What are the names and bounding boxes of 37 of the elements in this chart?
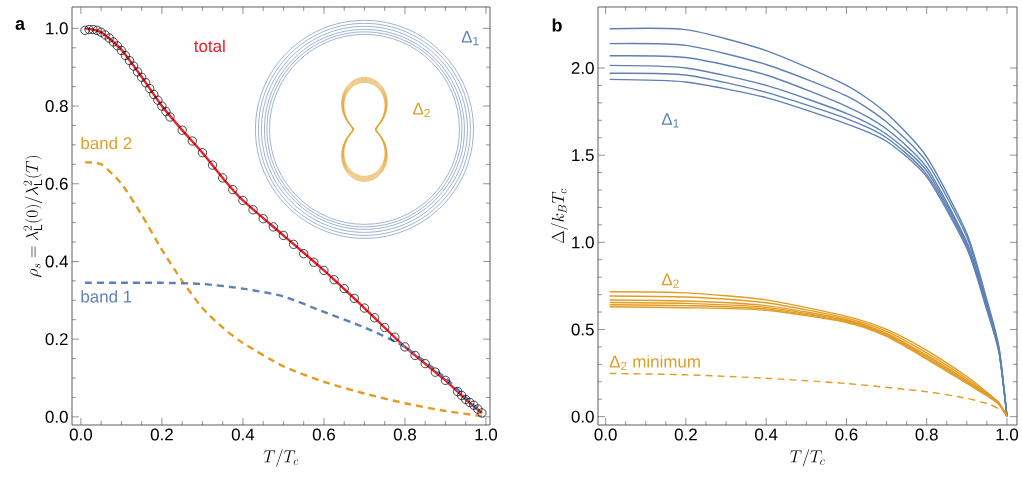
y-tick-label: 0.5 [571, 323, 594, 336]
y-tick-label: 0.4 [45, 255, 68, 268]
text: b [552, 18, 562, 32]
x-axis-title: $T/T_c$ [263, 449, 299, 467]
text: a [15, 20, 26, 30]
y-tick-label: 0.0 [571, 410, 594, 423]
annotation: Δ$_{2}$ [413, 102, 430, 118]
x-tick-label: 1.0 [996, 428, 1019, 441]
y-tick-label: 0.8 [45, 100, 68, 113]
x-tick-label: 0.4 [231, 428, 255, 441]
y-tick-label: 0.0 [45, 410, 68, 423]
y-tick-label: 1.5 [572, 149, 594, 162]
y-tick-label: 1.0 [572, 236, 594, 249]
y-tick-label: 0.6 [45, 177, 68, 190]
x-tick-label: 0.8 [915, 428, 938, 441]
series-label: Δ$_{2}$ minimum [609, 355, 700, 371]
series-label: band 1 [81, 290, 132, 303]
y-axis-title: $\rho_s = \lambda_\mathrm{L}^2(0)/\lambda_\mathrm{L}^2(T)$ [23, 156, 43, 277]
x-tick-label: 0.0 [594, 428, 617, 441]
y-tick-label: 1.0 [46, 22, 68, 35]
x-tick-label: 0.6 [312, 428, 335, 441]
annotation: Δ$_{2}$ [661, 273, 679, 288]
x-tick-label: 1.0 [475, 428, 498, 441]
x-tick-label: 0.6 [835, 428, 858, 441]
annotation: Δ$_{1}$ [461, 30, 479, 46]
x-tick-label: 0.8 [393, 428, 416, 441]
x-axis-title: $T/T_c$ [790, 449, 825, 467]
x-tick-label: 0.2 [150, 428, 173, 441]
annotation: Δ$_{1}$ [661, 113, 679, 128]
y-tick-label: 2.0 [571, 62, 594, 75]
y-tick-label: 0.2 [45, 333, 68, 346]
x-tick-label: 0.0 [69, 428, 93, 441]
x-tick-label: 0.4 [755, 428, 778, 441]
text: total [194, 39, 225, 53]
series-label: band 2 [81, 136, 132, 150]
y-axis-title: $\Delta/k_B T_c$ [550, 188, 569, 244]
x-tick-label: 0.2 [674, 428, 697, 441]
